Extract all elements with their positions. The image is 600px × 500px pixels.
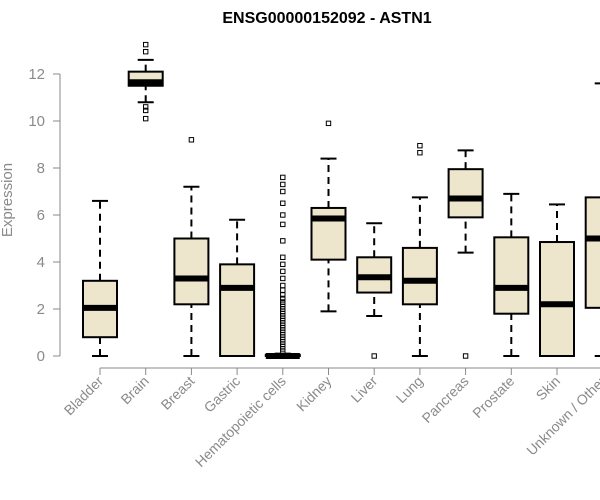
outlier-point (280, 254, 286, 261)
iqr-box (173, 237, 210, 306)
outlier-point (280, 268, 286, 275)
boxes-group (82, 41, 600, 359)
outlier-point (280, 221, 286, 228)
x-tick-label: Brain (117, 373, 151, 407)
outlier-point (280, 238, 286, 244)
box-prostate (493, 192, 530, 357)
y-axis-label: Expression (0, 163, 16, 237)
x-tick-label: Kidney (293, 373, 335, 415)
box-liver (356, 222, 393, 359)
outlier-point (371, 353, 377, 359)
x-tick-label: Lung (393, 373, 426, 406)
iqr-box (447, 168, 484, 219)
box-lung (401, 142, 438, 357)
box-skin (539, 203, 575, 357)
box-pancreas (447, 149, 484, 359)
y-tick-label: 12 (28, 66, 45, 83)
outlier-point (280, 188, 286, 195)
outlier-point (143, 41, 149, 48)
y-tick-label: 0 (37, 348, 45, 365)
x-tick-label: Breast (158, 373, 198, 413)
box-hematopoietic-cells (264, 174, 301, 359)
y-tick-label: 10 (28, 113, 45, 130)
outlier-point (417, 142, 423, 149)
outlier-point (280, 212, 286, 218)
outlier-point (280, 299, 286, 305)
outlier-point (325, 120, 332, 127)
outlier-point (280, 174, 286, 181)
outlier-point (280, 181, 286, 188)
box-gastric (219, 218, 256, 358)
outlier-point (280, 282, 286, 289)
box-bladder (82, 199, 118, 357)
x-tick-label: Skin (533, 373, 564, 404)
iqr-box (539, 241, 575, 357)
iqr-box (584, 196, 600, 309)
y-tick-label: 6 (37, 207, 45, 224)
x-tick-label: Hematopoietic cells (192, 373, 289, 470)
iqr-box (219, 263, 256, 358)
outlier-point (143, 48, 149, 55)
box-brain (127, 41, 164, 122)
outlier-point (280, 287, 286, 293)
outlier-point (280, 295, 286, 302)
outlier-point (188, 137, 195, 143)
chart-title: ENSG00000152092 - ASTN1 (222, 10, 431, 27)
outlier-point (143, 107, 149, 114)
outlier-point (143, 115, 149, 122)
outlier-point (280, 261, 286, 268)
y-tick-label: 8 (37, 160, 45, 177)
y-axis: 0 2 4 6 8 10 12 (28, 66, 61, 365)
x-tick-label: Pancreas (419, 373, 472, 426)
x-tick-label: Liver (348, 373, 381, 406)
x-tick-label: Prostate (469, 373, 517, 421)
box-breast (173, 137, 210, 357)
y-tick-label: 4 (37, 254, 45, 271)
y-tick-label: 2 (37, 301, 45, 318)
iqr-box (401, 246, 438, 306)
outlier-point (280, 200, 286, 206)
box-unknown-other (584, 82, 600, 357)
iqr-box (493, 236, 530, 315)
outlier-point (143, 104, 149, 110)
box-kidney (310, 120, 347, 313)
x-tick-label: Gastric (201, 373, 244, 416)
x-tick-label: Bladder (61, 373, 107, 419)
outlier-point (462, 353, 469, 359)
outlier-point (417, 150, 423, 156)
outlier-point (280, 275, 286, 282)
